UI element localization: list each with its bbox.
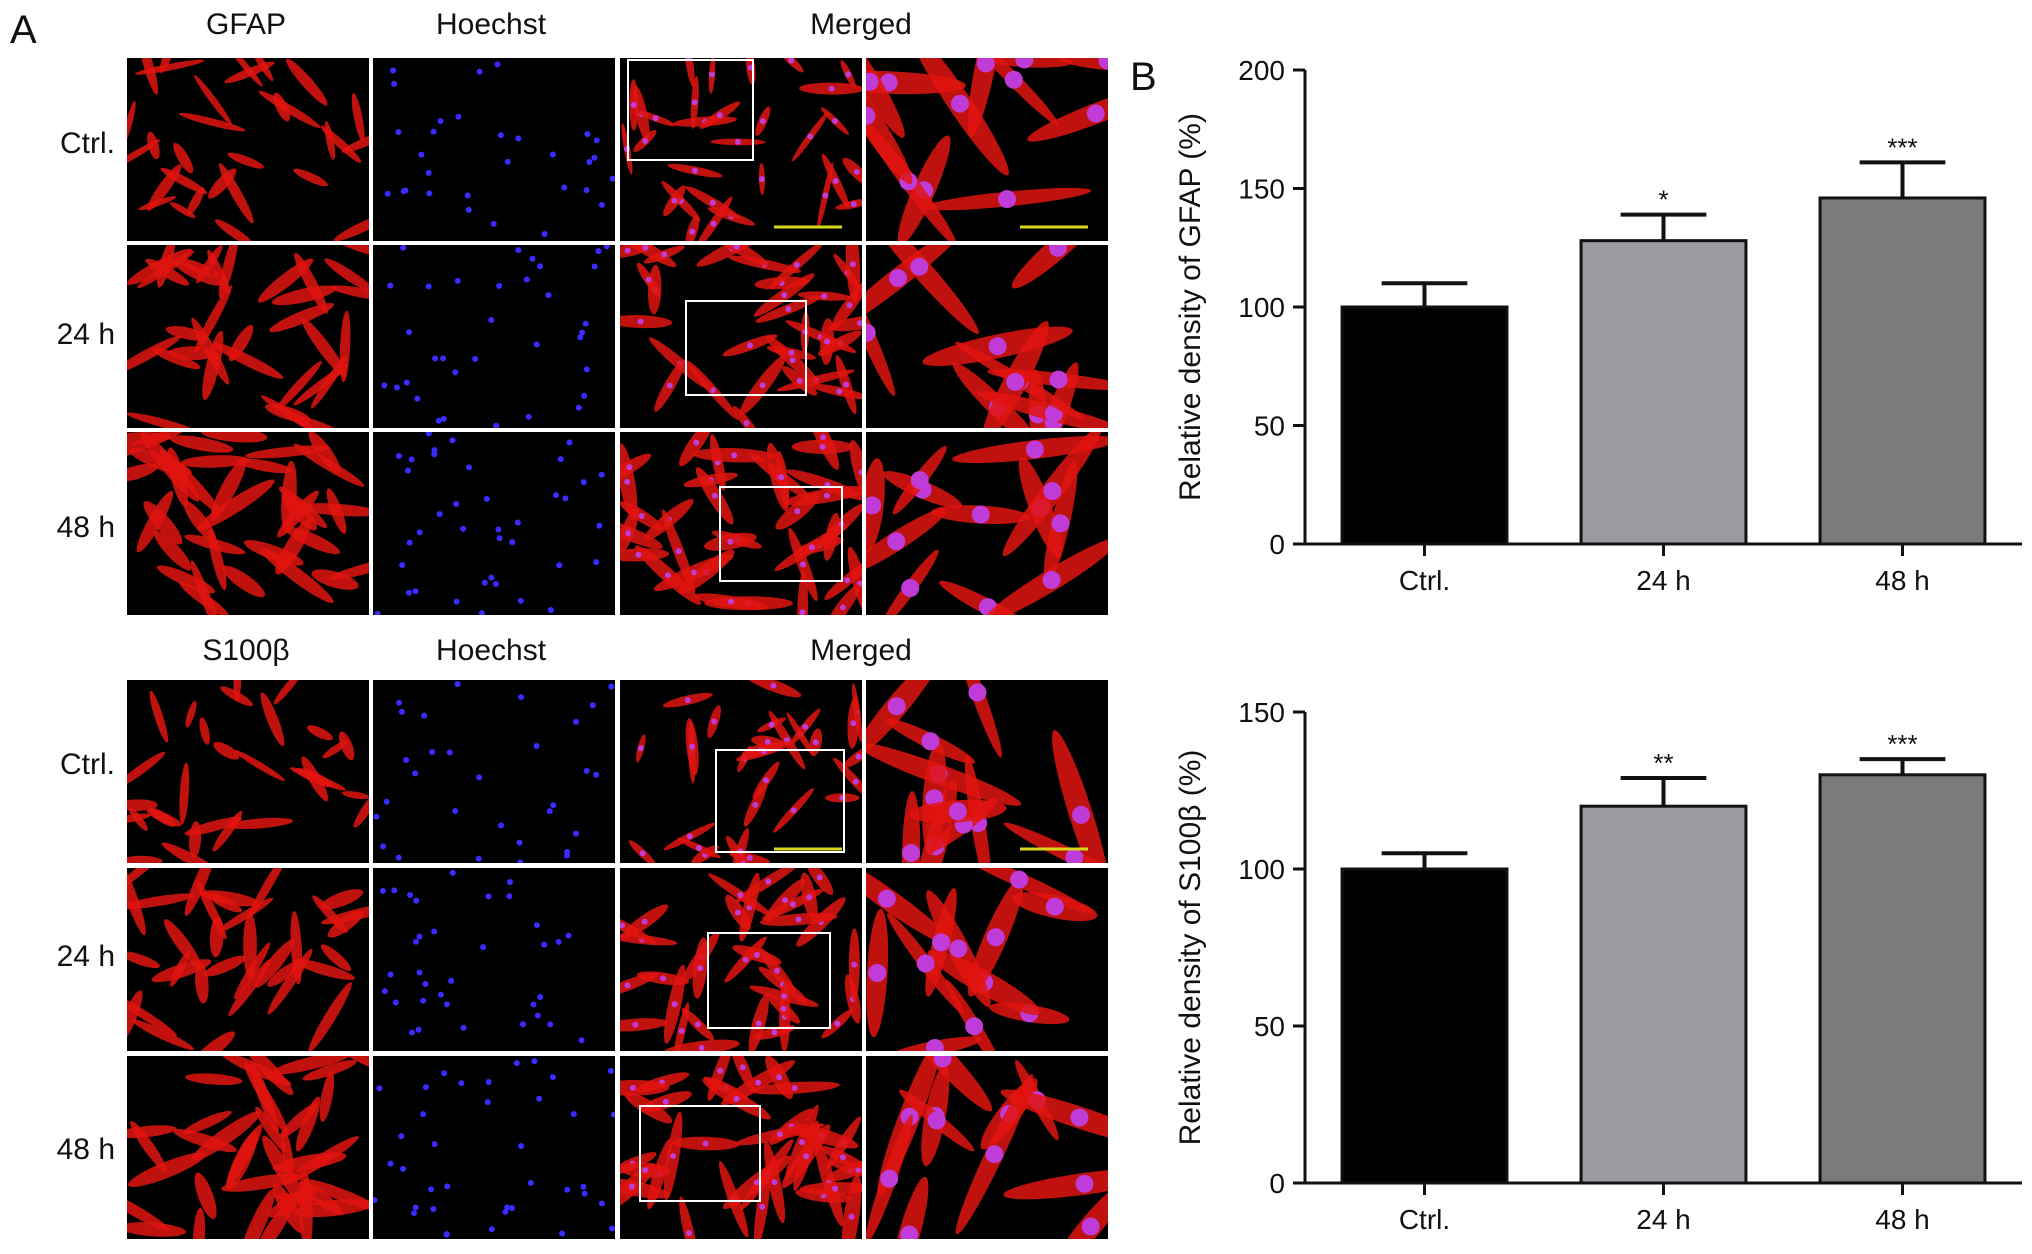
s100b-merged-image-row2 bbox=[620, 868, 862, 1051]
col-label-s100b: S100β bbox=[202, 634, 290, 667]
col-label-hoechst-bottom: Hoechst bbox=[435, 634, 547, 667]
x-tick-label: Ctrl. bbox=[1399, 1204, 1450, 1235]
panel-b-label: B bbox=[1130, 55, 1157, 99]
inset-box bbox=[639, 1105, 761, 1202]
gfap-zoom-image-row3 bbox=[866, 432, 1108, 615]
s100b-nuclei-image-row2 bbox=[373, 868, 615, 1051]
bar-ctrl bbox=[1340, 305, 1509, 546]
x-tick-label: 48 h bbox=[1875, 1204, 1930, 1235]
gfap-merged-image-row2 bbox=[620, 245, 862, 428]
bar-48h bbox=[1818, 773, 1987, 1185]
y-tick-label: 0 bbox=[1269, 529, 1285, 560]
significance-label: *** bbox=[1887, 729, 1917, 759]
gfap-nuclei-image-row2 bbox=[373, 245, 615, 428]
y-tick-label: 200 bbox=[1238, 55, 1285, 86]
inset-box bbox=[715, 749, 845, 853]
row-label-ctrl-bottom: Ctrl. bbox=[60, 748, 115, 781]
s100b-stain-image-row3 bbox=[127, 1056, 369, 1239]
bar-24h bbox=[1579, 804, 1748, 1185]
gfap-stain-image-row2 bbox=[127, 245, 369, 428]
row-label-24h-top: 24 h bbox=[56, 318, 115, 351]
significance-label: * bbox=[1658, 185, 1668, 215]
x-tick-label: 24 h bbox=[1636, 1204, 1691, 1235]
s100b-stain-image-row1 bbox=[127, 680, 369, 863]
gfap-stain-image-row3 bbox=[127, 432, 369, 615]
s100b-nuclei-image-row1 bbox=[373, 680, 615, 863]
panel-a-label: A bbox=[10, 8, 37, 52]
s100b-zoom-image-row1 bbox=[866, 680, 1108, 863]
bar-ctrl bbox=[1340, 867, 1509, 1185]
col-label-gfap: GFAP bbox=[205, 8, 287, 41]
row-label-ctrl-top: Ctrl. bbox=[60, 127, 115, 160]
gfap-bar-chart: Relative density of GFAP (%) 0 50 100 150 200… bbox=[1174, 55, 2022, 596]
significance-label: *** bbox=[1887, 132, 1917, 162]
y-tick-label: 100 bbox=[1238, 292, 1285, 323]
col-label-merged-bottom: Merged bbox=[810, 634, 912, 667]
y-tick-label: 50 bbox=[1254, 411, 1285, 442]
x-tick-label: 24 h bbox=[1636, 565, 1691, 596]
gfap-merged-image-row3 bbox=[620, 432, 862, 615]
inset-box bbox=[685, 300, 807, 396]
gfap-merged-image-row1 bbox=[620, 58, 862, 241]
x-tick-label: 48 h bbox=[1875, 565, 1930, 596]
y-tick-label: 50 bbox=[1254, 1011, 1285, 1042]
y-tick-label: 150 bbox=[1238, 697, 1285, 728]
y-axis-label: Relative density of S100β (%) bbox=[1174, 750, 1207, 1146]
y-tick-label: 100 bbox=[1238, 854, 1285, 885]
s100b-zoom-image-row3 bbox=[866, 1056, 1108, 1239]
gfap-zoom-image-row2 bbox=[866, 245, 1108, 428]
row-label-48h-top: 48 h bbox=[56, 511, 115, 544]
s100b-merged-image-row3 bbox=[620, 1056, 862, 1239]
gfap-nuclei-image-row3 bbox=[373, 432, 615, 615]
y-axis-label: Relative density of GFAP (%) bbox=[1174, 113, 1207, 501]
s100b-stain-image-row2 bbox=[127, 868, 369, 1051]
inset-box bbox=[627, 59, 754, 161]
s100b-bar-chart: Relative density of S100β (%) 0 50 100 150 Ct… bbox=[1174, 697, 2022, 1235]
gfap-zoom-image-row1 bbox=[866, 58, 1108, 241]
significance-label: ** bbox=[1653, 748, 1673, 778]
y-tick-label: 150 bbox=[1238, 174, 1285, 205]
bar-24h bbox=[1579, 239, 1748, 546]
bar-48h bbox=[1818, 196, 1987, 546]
s100b-nuclei-image-row3 bbox=[373, 1056, 615, 1239]
inset-box bbox=[707, 932, 831, 1029]
y-tick-label: 0 bbox=[1269, 1168, 1285, 1199]
row-label-48h-bottom: 48 h bbox=[56, 1133, 115, 1166]
s100b-merged-image-row1 bbox=[620, 680, 862, 863]
gfap-stain-image-row1 bbox=[127, 58, 369, 241]
col-label-merged-top: Merged bbox=[810, 8, 912, 41]
gfap-nuclei-image-row1 bbox=[373, 58, 615, 241]
s100b-zoom-image-row2 bbox=[866, 868, 1108, 1051]
x-tick-label: Ctrl. bbox=[1399, 565, 1450, 596]
inset-box bbox=[719, 486, 843, 582]
col-label-hoechst-top: Hoechst bbox=[435, 8, 547, 41]
row-label-24h-bottom: 24 h bbox=[56, 940, 115, 973]
